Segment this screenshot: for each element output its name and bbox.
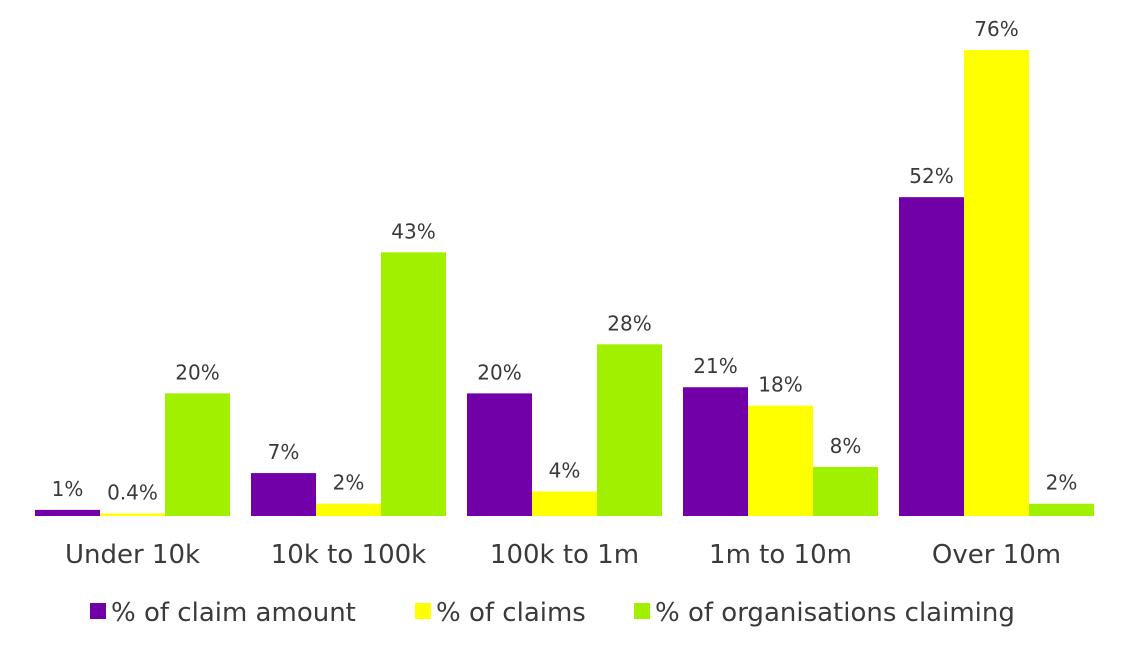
data-label: 7% [268, 440, 300, 464]
bar-100k-to-1m-series-1 [532, 491, 597, 516]
data-label: 28% [607, 311, 651, 335]
bar-100k-to-1m-series-2 [597, 344, 662, 516]
data-label: 20% [175, 360, 219, 384]
bar-over-10m-series-2 [1029, 503, 1094, 516]
x-tick-label: Under 10k [65, 540, 200, 570]
legend-swatch [415, 603, 431, 619]
bar-1m-to-10m-series-0 [683, 387, 748, 516]
legend-label: % of organisations claiming [655, 598, 1015, 628]
bars-group [35, 50, 1094, 516]
bar-under-10k-series-0 [35, 509, 100, 516]
data-label: 76% [974, 17, 1018, 41]
data-label: 18% [758, 373, 802, 397]
data-label: 2% [333, 471, 365, 495]
legend-label: % of claim amount [111, 598, 356, 628]
bar-10k-to-100k-series-2 [381, 252, 446, 516]
data-label: 1% [52, 477, 84, 501]
x-tick-label: 10k to 100k [271, 540, 426, 570]
legend-swatch [634, 603, 650, 619]
data-label: 20% [477, 360, 521, 384]
value-labels-group: 1% 0.4% 20% 7% 2% 43% 20% 4% 28% 21% 18% 8% 52% 76% 2% [52, 17, 1078, 505]
bar-1m-to-10m-series-2 [813, 466, 878, 516]
bar-10k-to-100k-series-0 [251, 473, 316, 516]
x-tick-label: Over 10m [932, 540, 1061, 570]
legend-label: % of claims [436, 598, 586, 628]
data-label: 21% [693, 354, 737, 378]
bar-under-10k-series-1 [100, 513, 165, 516]
data-label: 0.4% [107, 481, 158, 505]
data-label: 43% [391, 219, 435, 243]
data-label: 4% [549, 458, 581, 482]
data-label: 2% [1046, 471, 1078, 495]
bar-over-10m-series-1 [964, 50, 1029, 516]
data-label: 52% [909, 164, 953, 188]
bar-100k-to-1m-series-0 [467, 393, 532, 516]
x-tick-label: 100k to 1m [490, 540, 639, 570]
legend-swatch [90, 603, 106, 619]
bar-1m-to-10m-series-1 [748, 405, 813, 516]
bar-over-10m-series-0 [899, 197, 964, 516]
data-label: 8% [830, 434, 862, 458]
legend: % of claim amount % of claims % of organis… [90, 598, 1015, 628]
x-tick-label: 1m to 10m [709, 540, 852, 570]
bar-10k-to-100k-series-1 [316, 503, 381, 516]
category-labels-group: Under 10k 10k to 100k 100k to 1m 1m to 10m O… [65, 540, 1061, 570]
bar-under-10k-series-2 [165, 393, 230, 516]
